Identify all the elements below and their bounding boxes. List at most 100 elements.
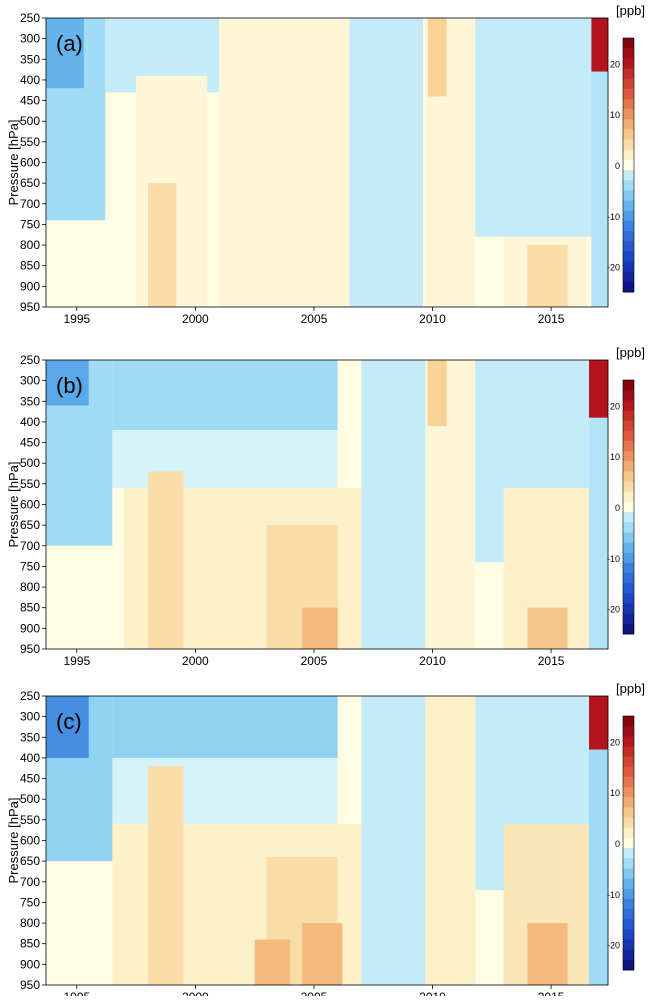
y-axis-label: Pressure [hPa] bbox=[6, 798, 21, 884]
colorbar-segment bbox=[623, 593, 634, 605]
colorbar-segment bbox=[623, 583, 634, 594]
colorbar-segment bbox=[623, 726, 634, 737]
heatmap-cell bbox=[591, 18, 608, 72]
colorbar-segment bbox=[623, 522, 634, 533]
y-tick-label: 750 bbox=[20, 559, 40, 573]
heatmap-cell bbox=[361, 696, 426, 985]
plot-area bbox=[46, 18, 608, 307]
colorbar-tick-label: 0 bbox=[615, 503, 620, 513]
y-tick-label: 650 bbox=[20, 176, 40, 190]
y-tick-label: 850 bbox=[20, 601, 40, 615]
colorbar-frame bbox=[622, 37, 635, 293]
heatmap-cell bbox=[446, 18, 476, 307]
y-tick-label: 500 bbox=[20, 792, 40, 806]
colorbar-segment bbox=[623, 807, 634, 819]
colorbar-segment bbox=[623, 430, 634, 442]
colorbar: 20 10 0 -10 -20 [ppb] bbox=[607, 681, 645, 971]
colorbar-segment bbox=[623, 48, 634, 59]
colorbar-tick-label: -20 bbox=[607, 263, 620, 273]
heatmap-cell bbox=[302, 607, 338, 649]
plot-area bbox=[46, 696, 608, 985]
x-tick-label: 2010 bbox=[419, 990, 446, 996]
x-tick-label: 2000 bbox=[182, 654, 209, 668]
y-tick-label: 700 bbox=[20, 875, 40, 889]
colorbar-segment bbox=[623, 573, 634, 584]
colorbar-segment bbox=[623, 271, 634, 283]
heatmap-cell bbox=[349, 18, 424, 307]
colorbar-segment bbox=[623, 440, 634, 452]
colorbar-segment bbox=[623, 68, 634, 80]
panel-label: (c) bbox=[56, 709, 82, 734]
plot-area bbox=[46, 360, 608, 649]
y-tick-label: 700 bbox=[20, 539, 40, 553]
colorbar-segment bbox=[623, 787, 634, 798]
colorbar-segment bbox=[623, 451, 634, 462]
y-tick-label: 350 bbox=[20, 730, 40, 744]
heatmap-cell bbox=[147, 766, 184, 985]
y-tick-label: 400 bbox=[20, 415, 40, 429]
y-tick-label: 800 bbox=[20, 580, 40, 594]
panel-a: (a) 250 300 350 400 450 500 550 600 650 700 750 800 8… bbox=[6, 3, 645, 326]
x-tick-label: 2010 bbox=[419, 654, 446, 668]
y-tick-label: 450 bbox=[20, 94, 40, 108]
heatmap-cell bbox=[427, 18, 447, 97]
x-tick-label: 2000 bbox=[182, 312, 209, 326]
colorbar-segment bbox=[623, 939, 634, 951]
heatmap-cell bbox=[427, 360, 447, 427]
colorbar-tick-label: 10 bbox=[610, 452, 620, 462]
heatmap-cell bbox=[112, 430, 338, 488]
y-tick-label: 550 bbox=[20, 813, 40, 827]
colorbar-segment bbox=[623, 562, 634, 574]
colorbar-tick-label: 20 bbox=[610, 401, 620, 411]
heatmap-cell bbox=[112, 360, 338, 431]
heatmap-cell bbox=[589, 749, 608, 985]
colorbar-segment bbox=[623, 220, 634, 232]
colorbar-segment bbox=[623, 119, 634, 130]
x-tick-label: 2010 bbox=[419, 312, 446, 326]
y-tick-label: 600 bbox=[20, 156, 40, 170]
x-tick-label: 2015 bbox=[538, 312, 565, 326]
heatmap-cell bbox=[112, 757, 338, 824]
colorbar-tick-label: 10 bbox=[610, 110, 620, 120]
panel-b: (b) 250 300 350 400 450 500 550 600 650 700 750 800 8… bbox=[6, 345, 645, 668]
colorbar-segment bbox=[623, 837, 634, 849]
y-tick-label: 300 bbox=[20, 32, 40, 46]
colorbar: 20 10 0 -10 -20 [ppb] bbox=[607, 345, 645, 635]
y-tick-label: 500 bbox=[20, 456, 40, 470]
y-axis-label: Pressure [hPa] bbox=[6, 462, 21, 548]
colorbar-segment bbox=[623, 817, 634, 829]
panel-label: (b) bbox=[56, 373, 83, 398]
heatmap-cell bbox=[591, 71, 608, 307]
heatmap-cell bbox=[219, 18, 362, 307]
y-tick-label: 500 bbox=[20, 114, 40, 128]
colorbar-segment bbox=[623, 542, 634, 554]
y-tick-label: 900 bbox=[20, 957, 40, 971]
heatmap-cell bbox=[46, 360, 89, 406]
colorbar-segment bbox=[623, 766, 634, 778]
colorbar-segment bbox=[623, 959, 634, 971]
y-tick-label: 900 bbox=[20, 279, 40, 293]
colorbar-unit-label: [ppb] bbox=[616, 681, 645, 696]
colorbar-frame bbox=[622, 379, 635, 635]
colorbar-segment bbox=[623, 716, 634, 727]
y-tick-label: 650 bbox=[20, 854, 40, 868]
colorbar-segment bbox=[623, 858, 634, 869]
x-tick-label: 2005 bbox=[301, 654, 328, 668]
y-tick-label: 650 bbox=[20, 518, 40, 532]
colorbar-frame bbox=[622, 715, 635, 971]
heatmap-cell bbox=[475, 18, 594, 237]
colorbar-segment bbox=[623, 400, 634, 411]
colorbar-segment bbox=[623, 756, 634, 768]
y-tick-label: 750 bbox=[20, 217, 40, 231]
heatmap-cell bbox=[254, 939, 291, 985]
x-tick-label: 2015 bbox=[538, 990, 565, 996]
colorbar-segment bbox=[623, 410, 634, 422]
colorbar-segment bbox=[623, 129, 634, 141]
heatmap-cell bbox=[527, 923, 568, 985]
colorbar-segment bbox=[623, 797, 634, 808]
colorbar-segment bbox=[623, 281, 634, 293]
colorbar-tick-label: 0 bbox=[615, 161, 620, 171]
colorbar-segment bbox=[623, 78, 634, 90]
colorbar-segment bbox=[623, 38, 634, 49]
heatmap-cell bbox=[302, 923, 343, 985]
